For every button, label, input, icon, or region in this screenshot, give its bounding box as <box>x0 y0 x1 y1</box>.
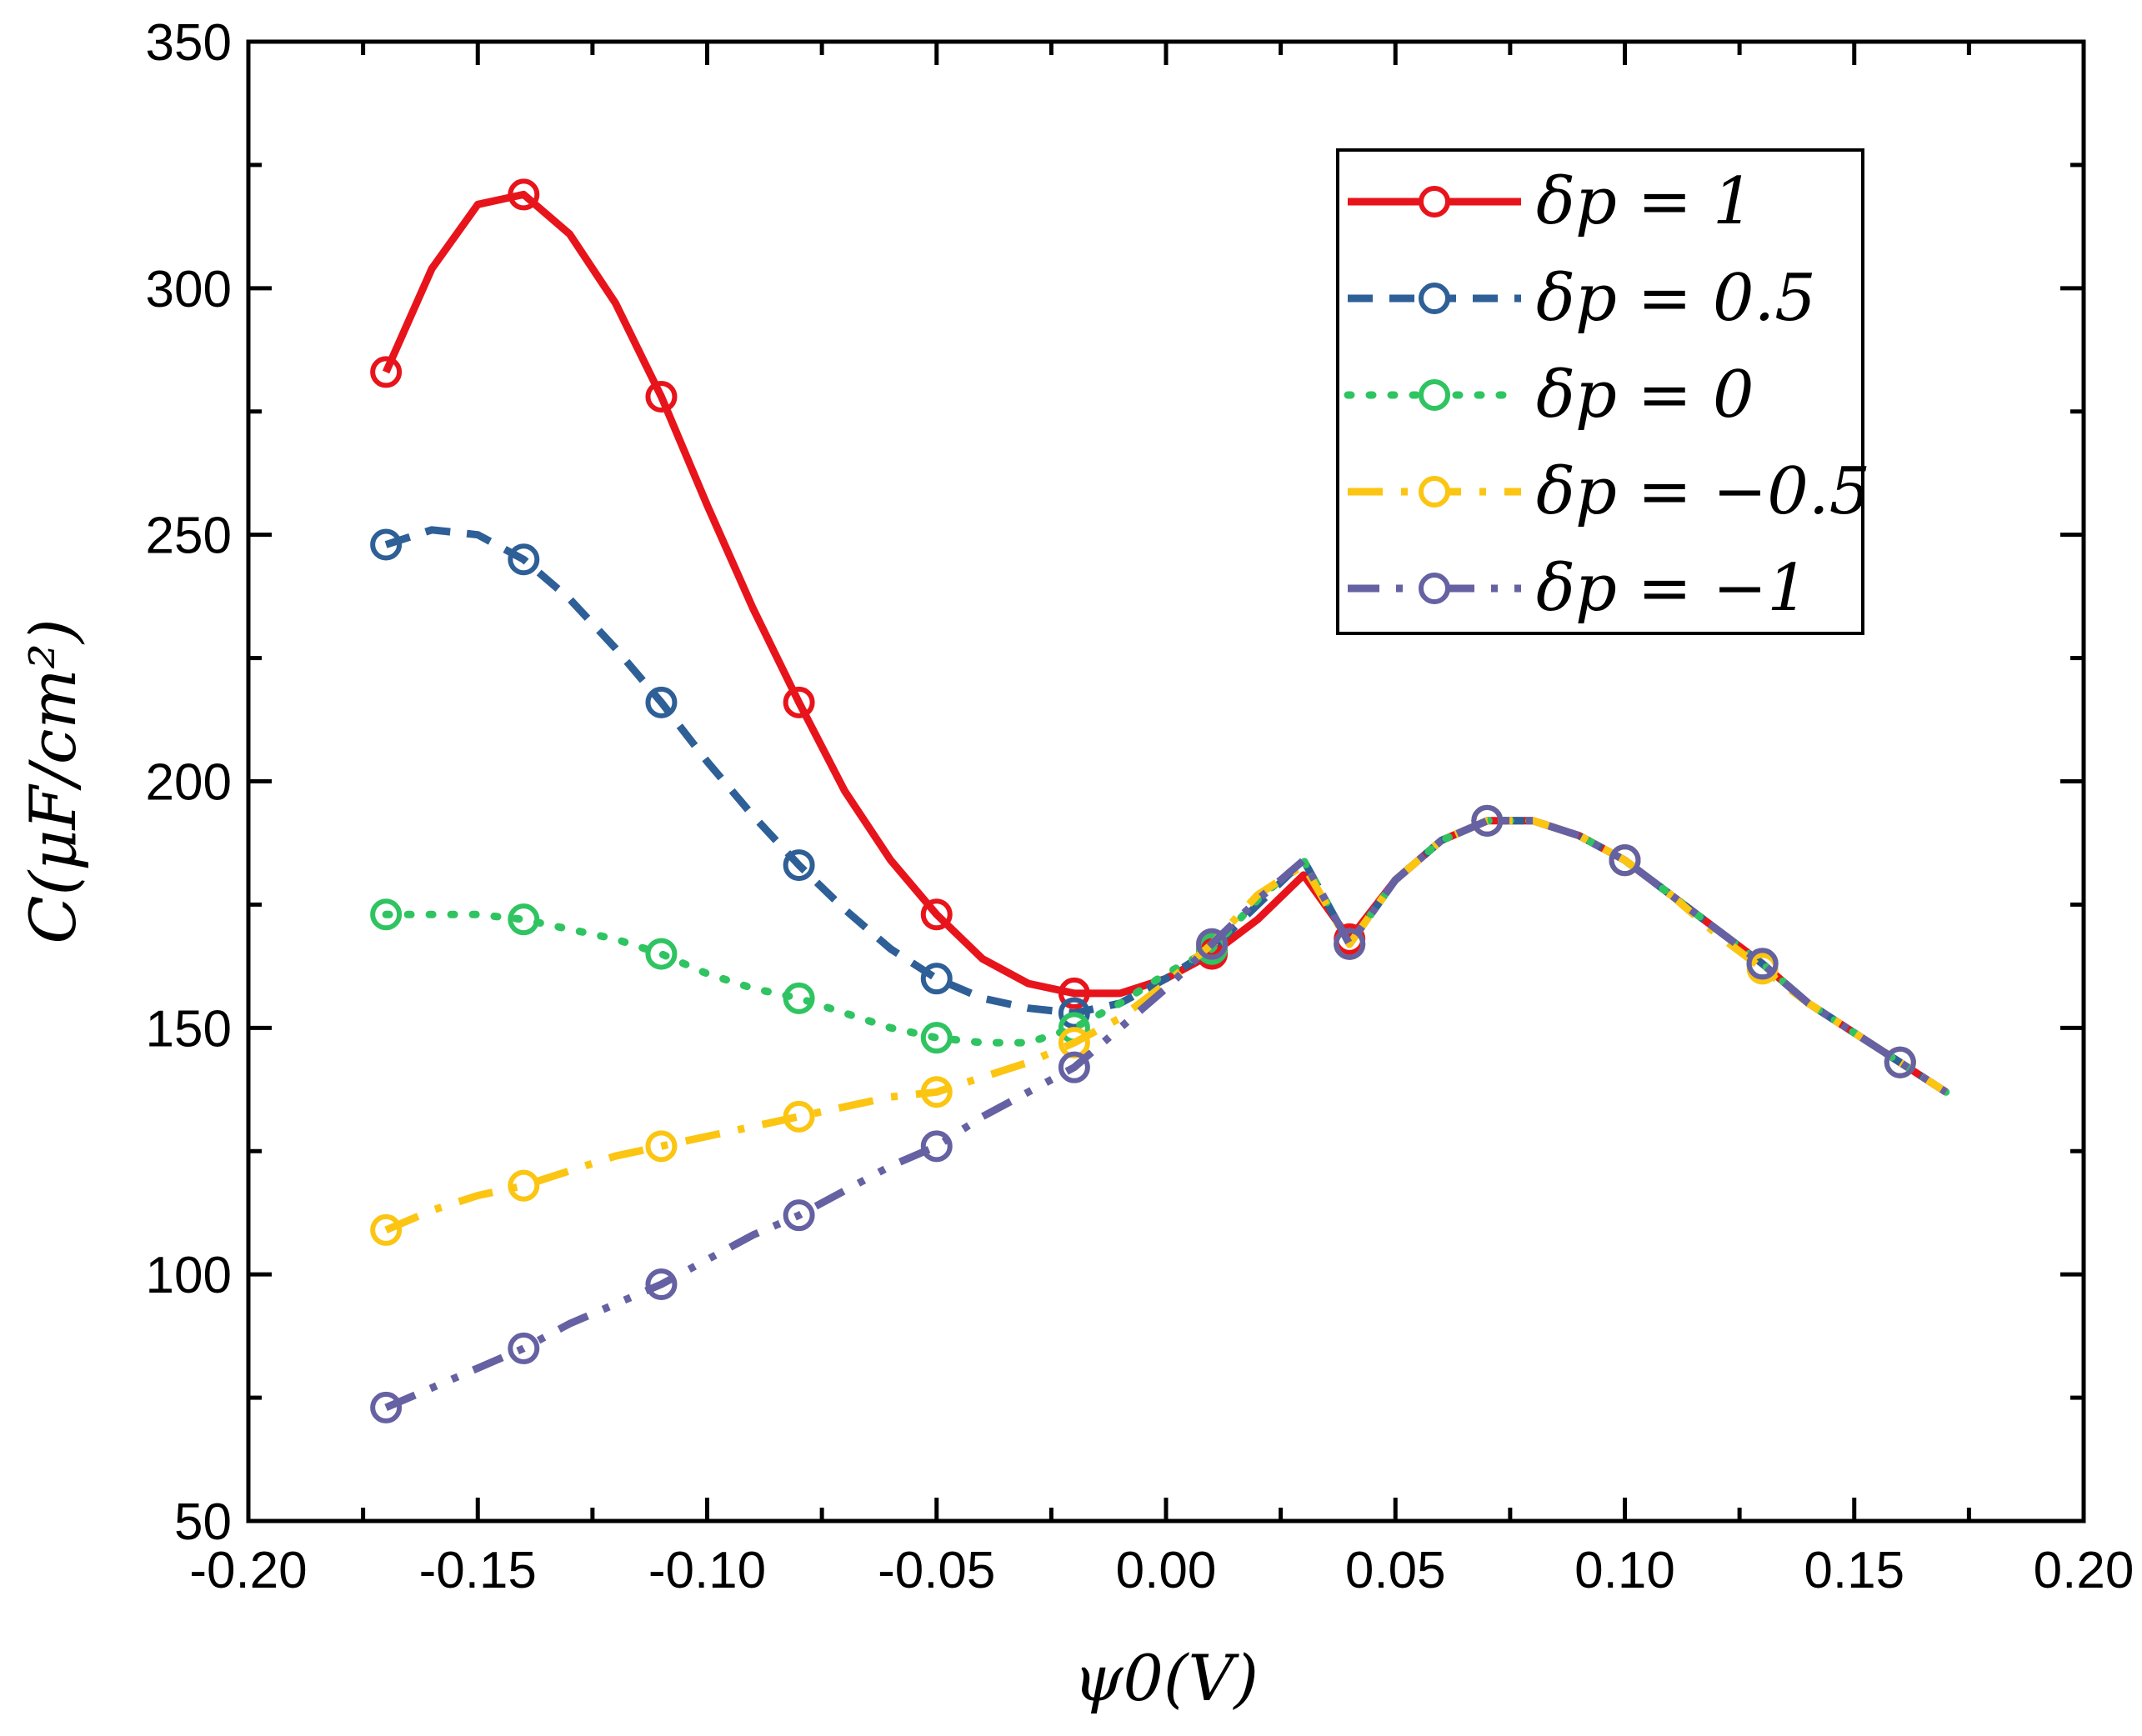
y-axis-title: C(μF/cm²) <box>16 618 90 943</box>
point-delta-p-minus-0p5-0 <box>370 1213 403 1246</box>
point-delta-p-minus-1-9 <box>1609 844 1641 877</box>
legend-marker-delta-p-1 <box>1419 186 1450 218</box>
series-line-delta-p-minus-0p5 <box>384 817 1949 1234</box>
y-tick-label: 200 <box>146 754 232 812</box>
point-delta-p-minus-1-2 <box>645 1268 678 1300</box>
axes-layer: -0.20 -0.15 -0.10 -0.05 0.00 0.05 0.10 0.15 0.20… <box>16 14 2134 1715</box>
point-delta-p-1-3 <box>783 686 815 718</box>
point-delta-p-minus-1-8 <box>1471 804 1504 837</box>
legend-marker-delta-p-0p5 <box>1419 283 1450 314</box>
point-delta-p-1-2 <box>645 381 678 413</box>
point-delta-p-minus-1-10 <box>1746 948 1779 980</box>
point-delta-p-minus-1-1 <box>508 1332 540 1364</box>
point-delta-p-0p5-3 <box>783 849 815 882</box>
point-delta-p-0-1 <box>508 903 540 936</box>
x-tick-label: 0.10 <box>1574 1542 1675 1599</box>
y-tick-label: 150 <box>146 1000 232 1058</box>
legend-label-delta-p-0p5: δp = 0.5 <box>1536 261 1816 336</box>
x-tick-label: 0.05 <box>1345 1542 1446 1599</box>
legend-marker-delta-p-0 <box>1419 379 1450 411</box>
point-delta-p-0-2 <box>645 938 678 970</box>
y-tick-label: 350 <box>146 14 232 72</box>
point-delta-p-minus-1-4 <box>920 1130 953 1163</box>
series-delta-p-minus-1 <box>370 804 1949 1423</box>
point-delta-p-0p5-0 <box>370 528 403 561</box>
point-delta-p-minus-0p5-2 <box>645 1130 678 1163</box>
legend-marker-delta-p-minus-0p5 <box>1419 476 1450 508</box>
point-delta-p-minus-1-0 <box>370 1391 403 1423</box>
point-delta-p-minus-1-7 <box>1334 928 1366 960</box>
point-delta-p-1-5 <box>1058 977 1090 1009</box>
series-line-delta-p-minus-1 <box>384 817 1949 1412</box>
x-axis-title: ψ0(V) <box>1074 1641 1259 1715</box>
legend-entry-delta-p-0: δp = 0 <box>1344 358 1754 433</box>
point-delta-p-minus-1-6 <box>1196 928 1229 960</box>
legend-marker-delta-p-minus-1 <box>1419 573 1450 604</box>
point-delta-p-1-0 <box>370 356 403 388</box>
legend-label-delta-p-minus-1: δp = −1 <box>1536 551 1809 626</box>
point-delta-p-0-3 <box>783 982 815 1014</box>
point-delta-p-0p5-1 <box>508 543 540 576</box>
point-delta-p-minus-1-3 <box>783 1199 815 1232</box>
point-delta-p-1-4 <box>920 898 953 931</box>
legend-label-delta-p-0: δp = 0 <box>1536 358 1754 433</box>
point-delta-p-0p5-4 <box>920 963 953 995</box>
point-delta-p-minus-1-11 <box>1884 1046 1916 1078</box>
point-delta-p-1-1 <box>508 178 540 211</box>
x-tick-label: 0.20 <box>2034 1542 2134 1599</box>
x-tick-label: -0.10 <box>648 1542 766 1599</box>
point-delta-p-minus-0p5-3 <box>783 1100 815 1133</box>
y-tick-label: 50 <box>174 1493 232 1551</box>
point-delta-p-0-4 <box>920 1022 953 1054</box>
legend-entry-delta-p-0p5: δp = 0.5 <box>1348 261 1816 336</box>
x-tick-label: -0.20 <box>189 1542 307 1599</box>
point-delta-p-0p5-5 <box>1058 997 1090 1029</box>
x-tick-label: 0.15 <box>1804 1542 1904 1599</box>
point-delta-p-0-0 <box>370 898 403 931</box>
legend: δp = 1 δp = 0.5 δp = 0 δp = −0.5 δp = −1 <box>1336 148 1870 635</box>
legend-entry-delta-p-minus-1: δp = −1 <box>1348 551 1809 626</box>
point-delta-p-0p5-2 <box>645 686 678 718</box>
series-line-delta-p-0 <box>382 817 1950 1096</box>
y-tick-label: 250 <box>146 508 232 565</box>
y-tick-label: 100 <box>146 1247 232 1304</box>
series-layer <box>370 178 1950 1423</box>
x-tick-label: -0.15 <box>419 1542 537 1599</box>
legend-entry-delta-p-minus-0p5: δp = −0.5 <box>1348 454 1870 529</box>
y-tick-label: 300 <box>146 261 232 318</box>
point-delta-p-minus-1-5 <box>1058 1051 1090 1083</box>
point-delta-p-minus-0p5-1 <box>508 1169 540 1202</box>
legend-entry-delta-p-1: δp = 1 <box>1348 164 1754 239</box>
point-delta-p-minus-0p5-4 <box>920 1076 953 1108</box>
legend-label-delta-p-1: δp = 1 <box>1536 164 1754 239</box>
x-tick-label: -0.05 <box>878 1542 995 1599</box>
legend-label-delta-p-minus-0p5: δp = −0.5 <box>1536 454 1870 529</box>
x-tick-label: 0.00 <box>1116 1542 1217 1599</box>
